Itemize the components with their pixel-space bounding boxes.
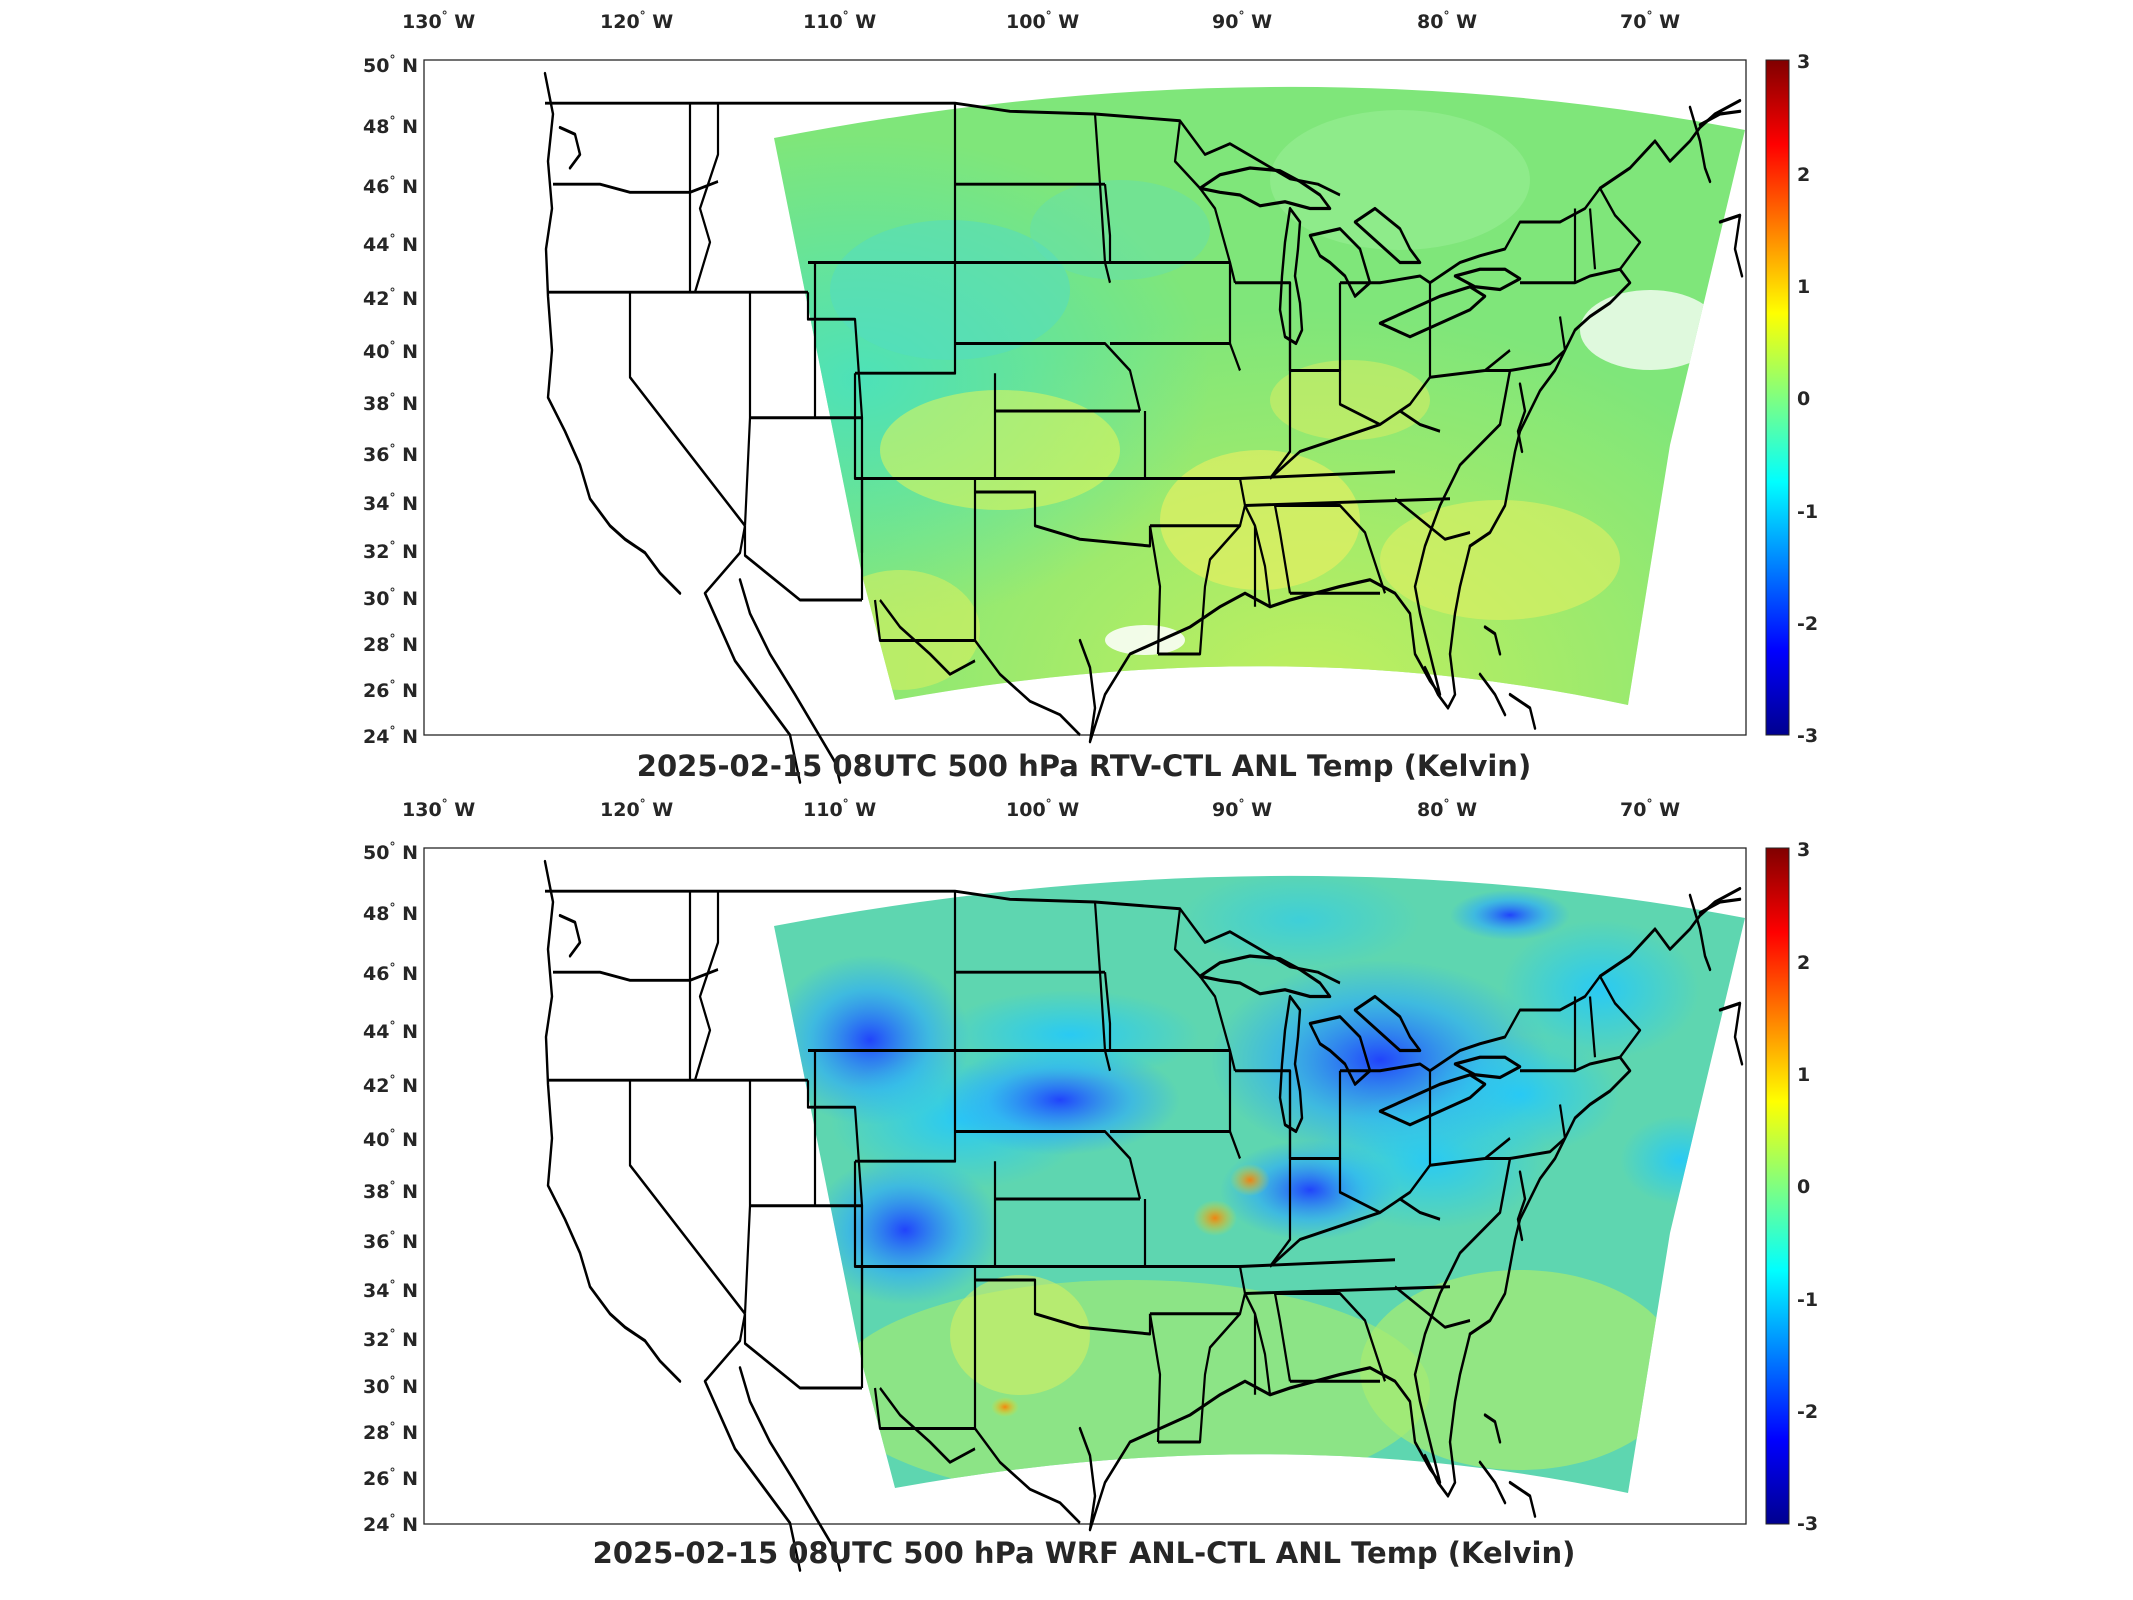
svg-text:30° N: 30° N	[363, 586, 418, 610]
svg-text:90° W: 90° W	[1212, 9, 1272, 33]
lat-ticks-2: 50° N 48° N 46° N 44° N 42° N 40° N 38° …	[363, 840, 418, 1536]
colorbar-tick: -2	[1797, 613, 1818, 635]
lat-ticks-1: 50° N 48° N 46° N 44° N 42° N 40° N 38° …	[363, 53, 418, 748]
svg-text:38° N: 38° N	[363, 391, 418, 415]
svg-text:80° W: 80° W	[1417, 9, 1477, 33]
svg-text:70° W: 70° W	[1620, 797, 1680, 821]
colorbar-tick: 3	[1797, 51, 1810, 73]
colorbar-tick: 3	[1797, 839, 1810, 861]
lon-tick-label: 90	[1212, 11, 1238, 33]
svg-text:44° N: 44° N	[363, 1019, 418, 1043]
svg-text:46° N: 46° N	[363, 174, 418, 198]
lon-ticks-2: 130° W 120° W 110° W 100° W 90° W 80° W …	[402, 797, 1680, 821]
svg-text:32° N: 32° N	[363, 539, 418, 563]
svg-text:38° N: 38° N	[363, 1179, 418, 1203]
colorbar-1: 3 2 1 0 -1 -2 -3	[1765, 51, 1818, 747]
colorbar-tick: -2	[1797, 1401, 1818, 1423]
svg-text:130° W: 130° W	[402, 797, 475, 821]
svg-text:100° W: 100° W	[1006, 9, 1079, 33]
colorbar-tick: -1	[1797, 1289, 1818, 1311]
lon-tick-label: 130	[402, 11, 442, 33]
svg-text:90° W: 90° W	[1212, 797, 1272, 821]
colorbar-tick: 0	[1797, 1176, 1810, 1198]
svg-text:46° N: 46° N	[363, 961, 418, 985]
svg-text:34° N: 34° N	[363, 1278, 418, 1302]
svg-text:28° N: 28° N	[363, 632, 418, 656]
lon-ticks-1: 130° W 120° W 110° W 100° W 90° W 80° W …	[402, 9, 1680, 33]
colorbar-scale-2	[1765, 847, 1790, 1525]
anomaly-field-2	[774, 875, 1745, 1493]
lon-tick-label: 70	[1620, 11, 1646, 33]
panel-title-1: 2025-02-15 08UTC 500 hPa RTV-CTL ANL Tem…	[637, 749, 1531, 783]
colorbar-scale-1	[1765, 59, 1790, 736]
svg-text:24° N: 24° N	[363, 724, 418, 748]
colorbar-tick: 2	[1797, 164, 1810, 186]
lon-tick-label: 80	[1417, 11, 1443, 33]
colorbar-tick: -1	[1797, 501, 1818, 523]
colorbar-tick: 2	[1797, 952, 1810, 974]
svg-text:48° N: 48° N	[363, 114, 418, 138]
svg-text:40° N: 40° N	[363, 1127, 418, 1151]
svg-text:34° N: 34° N	[363, 491, 418, 515]
svg-text:24° N: 24° N	[363, 1512, 418, 1536]
svg-text:42° N: 42° N	[363, 1073, 418, 1097]
svg-text:36° N: 36° N	[363, 442, 418, 466]
svg-text:32° N: 32° N	[363, 1327, 418, 1351]
lon-tick-label: 110	[803, 11, 843, 33]
svg-text:50° N: 50° N	[363, 840, 418, 864]
svg-text:130° W: 130° W	[402, 9, 475, 33]
svg-text:110° W: 110° W	[803, 797, 876, 821]
panel-2: 130° W 120° W 110° W 100° W 90° W 80° W …	[363, 797, 1818, 1572]
svg-text:50° N: 50° N	[363, 53, 418, 77]
panel-1: 130° W 120° W 110° W 100° W 90° W 80° W …	[363, 9, 1818, 784]
lon-tick-label: 100	[1006, 11, 1046, 33]
colorbar-tick: 0	[1797, 388, 1810, 410]
panel-title-2: 2025-02-15 08UTC 500 hPa WRF ANL-CTL ANL…	[593, 1536, 1576, 1570]
svg-text:26° N: 26° N	[363, 678, 418, 702]
svg-text:48° N: 48° N	[363, 901, 418, 925]
lon-tick-label: 120	[600, 11, 640, 33]
colorbar-2: 3 2 1 0 -1 -2 -3	[1765, 839, 1818, 1535]
colorbar-tick: -3	[1797, 725, 1818, 747]
svg-text:70° W: 70° W	[1620, 9, 1680, 33]
svg-text:120° W: 120° W	[600, 9, 673, 33]
colorbar-tick: -3	[1797, 1513, 1818, 1535]
svg-text:80° W: 80° W	[1417, 797, 1477, 821]
colorbar-tick: 1	[1797, 1064, 1810, 1086]
svg-text:110° W: 110° W	[803, 9, 876, 33]
svg-text:36° N: 36° N	[363, 1229, 418, 1253]
svg-text:120° W: 120° W	[600, 797, 673, 821]
svg-text:44° N: 44° N	[363, 232, 418, 256]
anomaly-field-1	[774, 86, 1745, 705]
svg-text:30° N: 30° N	[363, 1374, 418, 1398]
svg-text:42° N: 42° N	[363, 286, 418, 310]
svg-text:26° N: 26° N	[363, 1466, 418, 1490]
svg-text:40° N: 40° N	[363, 339, 418, 363]
svg-text:28° N: 28° N	[363, 1420, 418, 1444]
svg-text:100° W: 100° W	[1006, 797, 1079, 821]
colorbar-tick: 1	[1797, 276, 1810, 298]
